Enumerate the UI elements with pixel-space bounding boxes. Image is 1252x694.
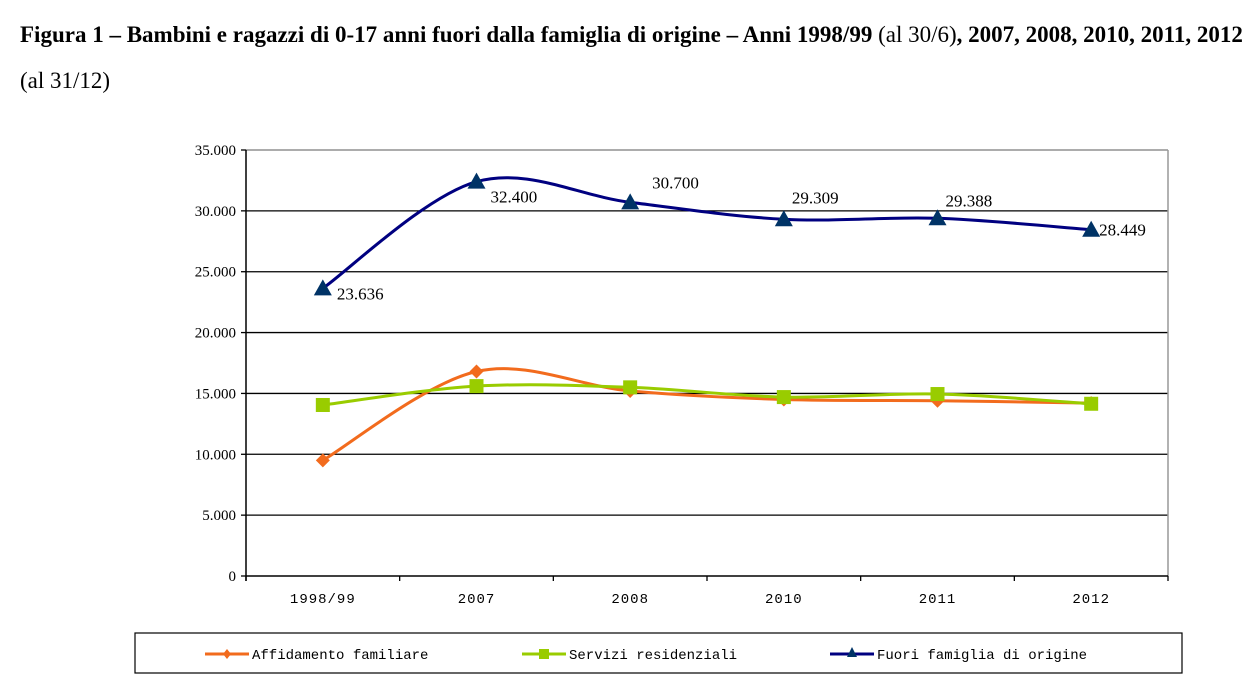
y-tick-label: 15.000 [195, 386, 236, 402]
diamond-marker [469, 364, 484, 379]
data-label: 29.388 [946, 191, 993, 210]
square-icon [539, 649, 549, 659]
x-tick-label: 2007 [458, 592, 496, 608]
x-tick-label: 2008 [611, 592, 649, 608]
square-marker [930, 387, 945, 402]
y-tick-label: 0 [229, 569, 237, 585]
y-tick-label: 10.000 [195, 447, 236, 463]
title-part: Figura 1 – Bambini e ragazzi di 0-17 ann… [20, 22, 879, 47]
y-axis-ticks: 0 5.000 10.000 15.000 20.000 25.000 30.000 35.0… [195, 143, 246, 585]
x-tick-label: 2011 [919, 592, 957, 608]
x-tick-label: 2010 [765, 592, 803, 608]
series-line [322, 367, 1092, 462]
square-marker [1084, 396, 1099, 411]
x-axis-ticks: 1998/99 2007 2008 2010 2011 2012 [245, 576, 1169, 608]
legend-item-affidamento-familiare: Affidamento familiare [205, 648, 428, 664]
data-label: 29.309 [792, 188, 839, 207]
x-tick-label: 2012 [1072, 592, 1110, 608]
legend-label: Servizi residenziali [569, 648, 737, 664]
triangle-marker [774, 210, 793, 227]
series-line [321, 176, 1092, 290]
legend-box [134, 632, 1183, 674]
x-tick-label: 1998/99 [290, 592, 356, 608]
diamond-marker [315, 453, 330, 468]
legend-item-fuori-famiglia-di-origine: Fuori famiglia di origine [830, 647, 1087, 664]
data-label: 28.449 [1099, 221, 1146, 240]
legend-item-servizi-residenziali: Servizi residenziali [522, 648, 737, 664]
series-servizi-residenziali [315, 379, 1099, 412]
title-part: (al 31/12) [20, 68, 111, 93]
square-marker [776, 390, 791, 405]
data-label: 23.636 [337, 284, 384, 303]
data-label: 30.700 [652, 173, 699, 192]
series-affidamento-familiare [315, 364, 1099, 468]
y-tick-label: 20.000 [195, 326, 236, 342]
y-tick-label: 25.000 [195, 265, 236, 281]
triangle-icon [847, 647, 857, 657]
gridlines [246, 149, 1168, 516]
data-label: 32.400 [491, 188, 538, 207]
triangle-marker [313, 279, 332, 296]
triangle-marker [621, 193, 640, 210]
legend: Affidamento familiare Servizi residenzial… [134, 632, 1183, 674]
data-labels: 23.636 32.400 30.700 29.309 29.388 28.449 [337, 173, 1146, 303]
triangle-marker [928, 209, 947, 226]
title-part: (al 30/6) [878, 22, 957, 47]
square-marker [315, 397, 330, 412]
figure-title: Figura 1 – Bambini e ragazzi di 0-17 ann… [20, 12, 1250, 104]
y-tick-label: 30.000 [195, 204, 236, 220]
square-marker [623, 380, 638, 395]
series-line [322, 383, 1092, 407]
series-group [313, 172, 1101, 468]
y-tick-label: 5.000 [202, 508, 236, 524]
title-part: , 2007, 2008, 2010, 2011, 2012 [956, 22, 1243, 47]
legend-label: Fuori famiglia di origine [877, 648, 1087, 664]
diamond-icon [223, 649, 231, 659]
y-tick-label: 35.000 [195, 143, 236, 159]
triangle-marker [1082, 220, 1101, 237]
axes [245, 149, 1169, 581]
series-fuori-famiglia-di-origine [313, 172, 1101, 296]
square-marker [469, 379, 484, 394]
legend-label: Affidamento familiare [252, 648, 428, 664]
triangle-marker [467, 172, 486, 189]
